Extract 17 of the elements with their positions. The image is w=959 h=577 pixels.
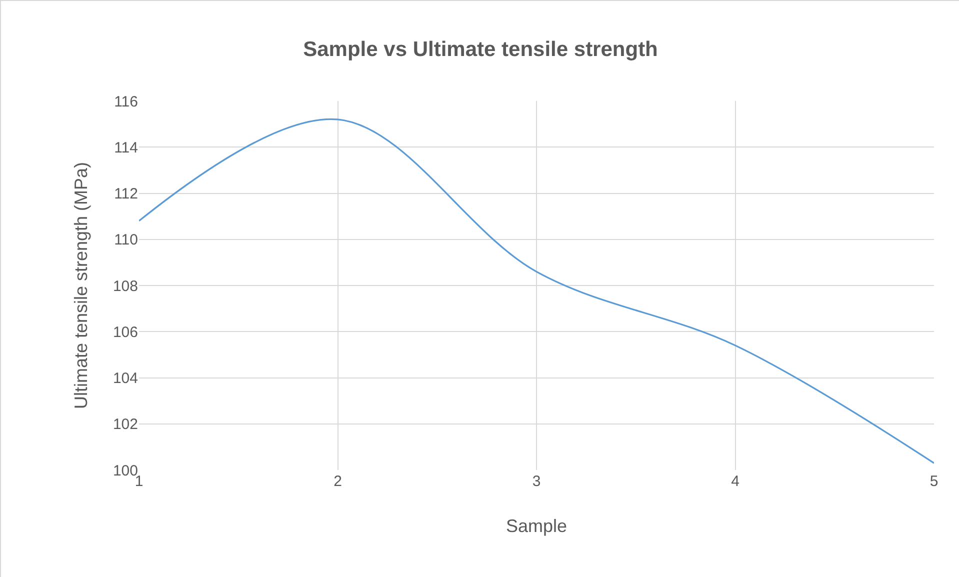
y-tick-label: 116: [114, 93, 138, 110]
y-tick-label: 110: [114, 232, 138, 249]
y-tick-label: 108: [112, 278, 138, 295]
y-tick-label: 104: [112, 370, 138, 387]
y-tick-label: 112: [114, 186, 138, 202]
x-tick-label: 3: [532, 473, 541, 490]
line-series: [139, 118, 934, 464]
chart-title: Sample vs Ultimate tensile strength: [303, 38, 658, 62]
x-tick-label: 5: [930, 473, 938, 490]
y-tick-label: 100: [112, 462, 138, 480]
y-tick-label: 114: [114, 139, 138, 156]
y-axis-title: Ultimate tensile strength (MPa): [71, 162, 92, 410]
x-tick-label: 4: [731, 473, 740, 490]
y-tick-label: 102: [112, 416, 138, 434]
x-tick-label: 2: [334, 473, 342, 490]
y-tick-label: 106: [112, 324, 138, 341]
x-axis-title: Sample: [506, 516, 568, 536]
